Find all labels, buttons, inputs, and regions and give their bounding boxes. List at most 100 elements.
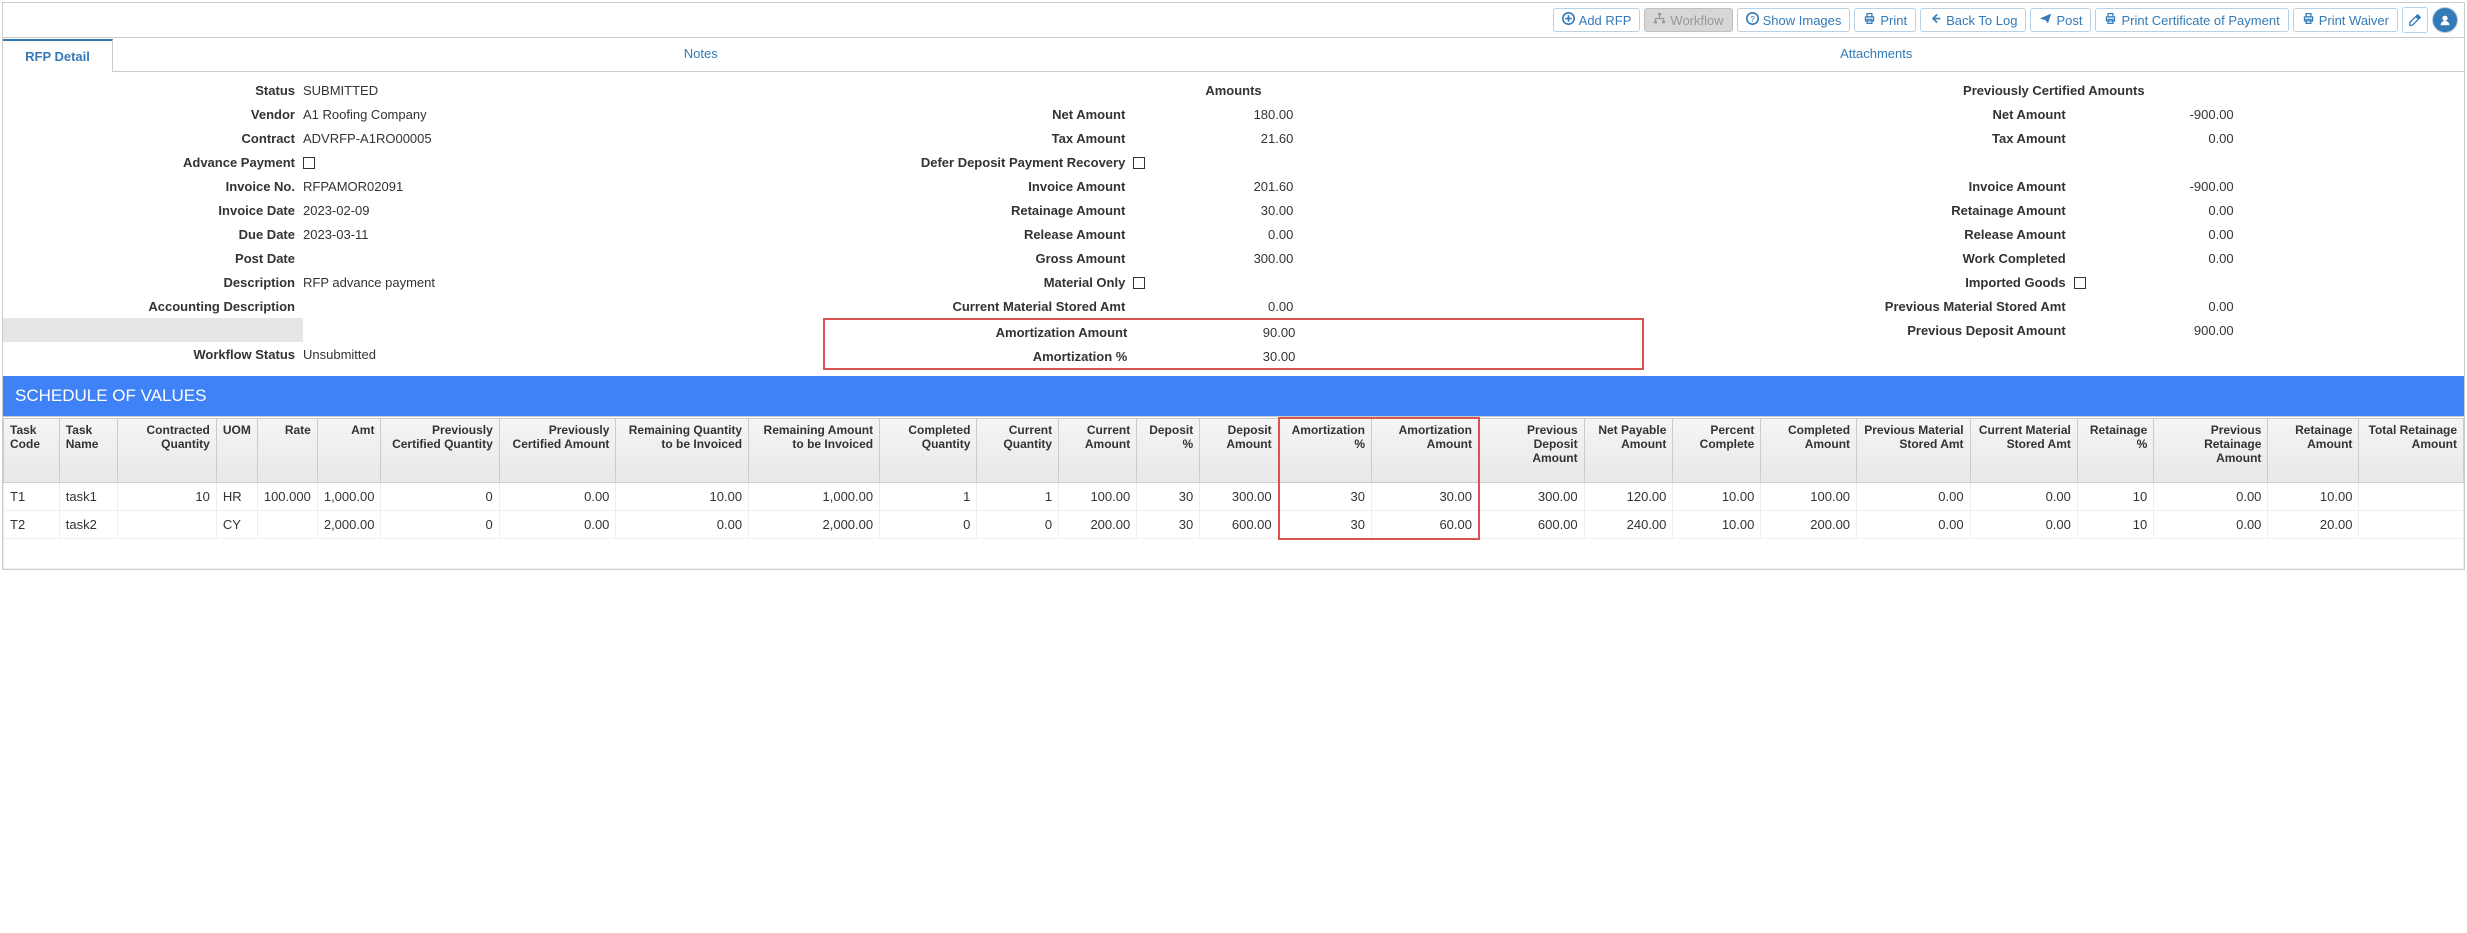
prev-tax-label: Tax Amount	[1644, 131, 2074, 146]
column-header[interactable]: Previously Certified Quantity	[381, 418, 499, 482]
back-to-log-label: Back To Log	[1946, 13, 2017, 28]
gray-bar	[3, 318, 303, 342]
column-header[interactable]: Net Payable Amount	[1584, 418, 1673, 482]
amortization-highlight-box: Amortization Amount90.00 Amortization %3…	[823, 318, 1643, 370]
advance-payment-checkbox[interactable]	[303, 155, 315, 170]
table-cell: 1,000.00	[317, 482, 381, 510]
table-cell: 200.00	[1761, 510, 1857, 539]
table-cell: task1	[59, 482, 117, 510]
sov-table-wrap: Task CodeTask NameContracted QuantityUOM…	[3, 416, 2464, 569]
table-row[interactable]: T1task110HR100.0001,000.0000.0010.001,00…	[4, 482, 2464, 510]
svg-text:?: ?	[1750, 15, 1755, 24]
table-cell: 0.00	[499, 510, 616, 539]
column-header[interactable]: Amortization Amount	[1371, 418, 1479, 482]
detail-area: StatusSUBMITTED VendorA1 Roofing Company…	[3, 72, 2464, 370]
workflow-label: Workflow	[1670, 13, 1723, 28]
column-header[interactable]: Previous Retainage Amount	[2154, 418, 2268, 482]
workflow-status-label: Workflow Status	[3, 347, 303, 362]
due-date-label: Due Date	[3, 227, 303, 242]
column-header[interactable]: Remaining Quantity to be Invoiced	[616, 418, 749, 482]
table-cell: 0.00	[1970, 482, 2077, 510]
left-column: StatusSUBMITTED VendorA1 Roofing Company…	[3, 78, 823, 370]
tabs: RFP Detail Notes Attachments	[3, 38, 2464, 72]
prev-material-stored-value: 0.00	[2074, 299, 2234, 314]
column-header[interactable]: Percent Complete	[1673, 418, 1761, 482]
arrow-left-icon	[1929, 12, 1942, 28]
column-header[interactable]: Deposit Amount	[1200, 418, 1279, 482]
column-header[interactable]: Previous Deposit Amount	[1479, 418, 1584, 482]
show-images-button[interactable]: ? Show Images	[1737, 8, 1851, 32]
table-cell: 1	[880, 482, 977, 510]
table-cell	[257, 510, 317, 539]
prev-invoice-value: -900.00	[2074, 179, 2234, 194]
table-cell: 0	[381, 482, 499, 510]
column-header[interactable]: UOM	[216, 418, 257, 482]
column-header[interactable]: Current Quantity	[977, 418, 1059, 482]
tab-attachments[interactable]: Attachments	[1289, 38, 2465, 71]
table-cell: 1	[977, 482, 1059, 510]
prev-release-label: Release Amount	[1644, 227, 2074, 242]
prev-net-label: Net Amount	[1644, 107, 2074, 122]
plus-circle-icon	[1562, 12, 1575, 28]
user-button[interactable]	[2432, 7, 2458, 33]
table-cell: 200.00	[1059, 510, 1137, 539]
post-label: Post	[2056, 13, 2082, 28]
back-to-log-button[interactable]: Back To Log	[1920, 8, 2026, 32]
table-cell: 100.00	[1059, 482, 1137, 510]
table-cell: 0.00	[616, 510, 749, 539]
table-cell: T2	[4, 510, 60, 539]
table-cell: 0.00	[2154, 510, 2268, 539]
net-amount-value: 180.00	[1133, 107, 1293, 122]
material-only-label: Material Only	[823, 275, 1133, 290]
paper-plane-icon	[2039, 12, 2052, 28]
column-header[interactable]: Retainage %	[2077, 418, 2153, 482]
column-header[interactable]: Current Material Stored Amt	[1970, 418, 2077, 482]
tax-amount-label: Tax Amount	[823, 131, 1133, 146]
column-header[interactable]: Contracted Quantity	[118, 418, 217, 482]
tab-rfp-detail[interactable]: RFP Detail	[3, 39, 113, 72]
column-header[interactable]: Current Amount	[1059, 418, 1137, 482]
column-header[interactable]: Rate	[257, 418, 317, 482]
column-header[interactable]: Previous Material Stored Amt	[1857, 418, 1971, 482]
retainage-amount-value: 30.00	[1133, 203, 1293, 218]
table-cell: 30	[1279, 510, 1372, 539]
print-cert-button[interactable]: Print Certificate of Payment	[2095, 8, 2288, 32]
column-header[interactable]: Deposit %	[1137, 418, 1200, 482]
invoice-no-label: Invoice No.	[3, 179, 303, 194]
print-button[interactable]: Print	[1854, 8, 1916, 32]
print-icon	[1863, 12, 1876, 28]
edit-button[interactable]	[2402, 7, 2428, 33]
table-cell: 10.00	[1673, 482, 1761, 510]
imported-goods-checkbox[interactable]	[2074, 275, 2086, 290]
table-cell: task2	[59, 510, 117, 539]
column-header[interactable]: Completed Quantity	[880, 418, 977, 482]
print-icon	[2302, 12, 2315, 28]
post-button[interactable]: Post	[2030, 8, 2091, 32]
prev-invoice-label: Invoice Amount	[1644, 179, 2074, 194]
column-header[interactable]: Task Code	[4, 418, 60, 482]
table-cell: 30	[1279, 482, 1372, 510]
print-waiver-button[interactable]: Print Waiver	[2293, 8, 2398, 32]
table-cell: 120.00	[1584, 482, 1673, 510]
column-header[interactable]: Task Name	[59, 418, 117, 482]
table-cell	[2359, 510, 2464, 539]
column-header[interactable]: Amortization %	[1279, 418, 1372, 482]
material-only-checkbox[interactable]	[1133, 275, 1145, 290]
current-material-stored-value: 0.00	[1133, 299, 1293, 314]
invoice-amount-label: Invoice Amount	[823, 179, 1133, 194]
table-cell: 0.00	[2154, 482, 2268, 510]
table-cell: HR	[216, 482, 257, 510]
column-header[interactable]: Amt	[317, 418, 381, 482]
table-cell: 2,000.00	[317, 510, 381, 539]
tab-notes[interactable]: Notes	[113, 38, 1289, 71]
column-header[interactable]: Total Retainage Amount	[2359, 418, 2464, 482]
column-header[interactable]: Previously Certified Amount	[499, 418, 616, 482]
prev-retainage-value: 0.00	[2074, 203, 2234, 218]
status-value: SUBMITTED	[303, 83, 378, 98]
column-header[interactable]: Remaining Amount to be Invoiced	[749, 418, 880, 482]
column-header[interactable]: Retainage Amount	[2268, 418, 2359, 482]
table-row[interactable]: T2task2CY2,000.0000.000.002,000.0000200.…	[4, 510, 2464, 539]
column-header[interactable]: Completed Amount	[1761, 418, 1857, 482]
defer-deposit-checkbox[interactable]	[1133, 155, 1145, 170]
add-rfp-button[interactable]: Add RFP	[1553, 8, 1641, 32]
